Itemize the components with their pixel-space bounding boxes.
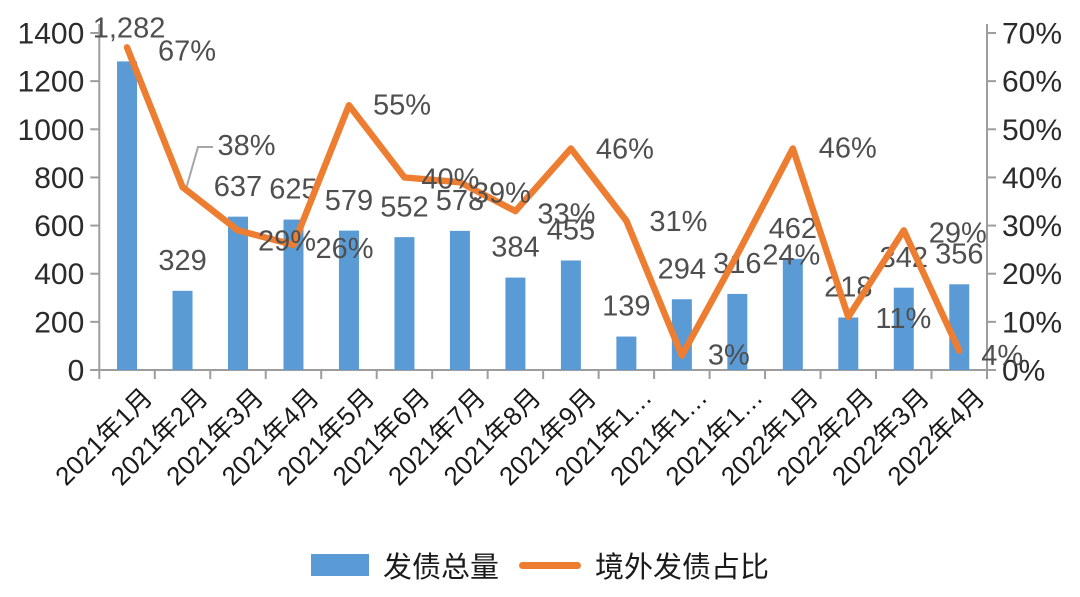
bar-value-label: 294 (658, 253, 706, 285)
left-axis-tick-label: 1400 (18, 18, 85, 51)
right-axis-tick-label: 60% (1002, 66, 1062, 99)
chart-canvas: 1400 1200 1000 800 600 400 200 0 70% 60% 50% 40% 30%… (18, 13, 1062, 492)
right-axis-tick-label: 30% (1002, 210, 1062, 243)
bar-value-label: 637 (214, 171, 262, 203)
left-axis-tick-label: 1000 (18, 114, 85, 147)
bar (394, 237, 415, 370)
chart-legend: 发债总量 境外发债占比 (0, 540, 1080, 590)
right-axis-tick-label: 70% (1002, 18, 1062, 51)
bar-series-swatch (310, 554, 369, 576)
line-series-swatch (519, 561, 581, 569)
bar-value-label: 455 (547, 215, 595, 247)
legend-item-line-series: 境外发债占比 (519, 544, 769, 586)
bar (782, 258, 803, 370)
bar (560, 260, 581, 370)
left-axis-tick-label: 600 (34, 210, 84, 243)
line-pct-label: 46% (819, 133, 877, 165)
line-pct-label: 29% (929, 218, 987, 250)
bar (449, 230, 470, 370)
right-axis-tick-label: 0% (1002, 355, 1045, 388)
bar-value-label: 384 (491, 232, 539, 264)
line-pct-label: 29% (258, 226, 316, 258)
bar (616, 336, 637, 370)
left-axis-tick-label: 400 (34, 258, 84, 291)
bar (893, 287, 914, 370)
bar-value-label: 329 (158, 245, 206, 277)
bar (838, 317, 859, 370)
line-series-label: 境外发债占比 (595, 552, 770, 584)
callout-leader-line (185, 146, 213, 190)
trend-line (123, 44, 963, 359)
left-axis-tick-label: 1200 (18, 66, 85, 99)
line-pct-label: 67% (158, 36, 216, 68)
left-axis-tick-label: 0 (68, 355, 85, 388)
line-pct-label: 24% (762, 240, 820, 272)
line-pct-label: 40% (421, 164, 479, 196)
legend-item-bar-series: 发债总量 (310, 544, 499, 586)
line-pct-label: 33% (537, 198, 595, 230)
line-pct-label: 31% (649, 206, 707, 238)
line-pct-label: 55% (373, 89, 431, 121)
left-axis-tick-label: 800 (34, 162, 84, 195)
bar (505, 277, 526, 370)
right-axis-tick-label: 40% (1002, 162, 1062, 195)
bar (172, 290, 193, 370)
right-axis-tick-label: 20% (1002, 258, 1062, 291)
bar-value-label: 139 (602, 291, 650, 323)
bar-value-label: 579 (325, 185, 373, 217)
bar (949, 284, 970, 370)
line-pct-label: 46% (596, 134, 654, 166)
bar-value-label: 356 (935, 238, 983, 270)
bar (727, 293, 748, 370)
bar-value-label: 462 (769, 213, 817, 245)
bar (283, 219, 304, 370)
line-pct-label: 26% (315, 233, 373, 265)
line-pct-label: 4% (981, 340, 1023, 372)
line-pct-label: 11% (875, 303, 931, 335)
bar (228, 216, 249, 370)
bar-value-label: 1,282 (93, 13, 166, 45)
line-pct-label: 38% (217, 130, 275, 162)
bar (338, 230, 359, 370)
right-axis-tick-label: 10% (1002, 306, 1062, 339)
right-axis-tick-label: 50% (1002, 114, 1062, 147)
line-pct-label: 39% (473, 177, 531, 209)
left-axis-tick-label: 200 (34, 306, 84, 339)
bar (117, 61, 138, 370)
line-pct-label: 3% (708, 340, 750, 372)
bar-value-label: 552 (380, 191, 428, 223)
bar-series-label: 发债总量 (382, 552, 499, 584)
